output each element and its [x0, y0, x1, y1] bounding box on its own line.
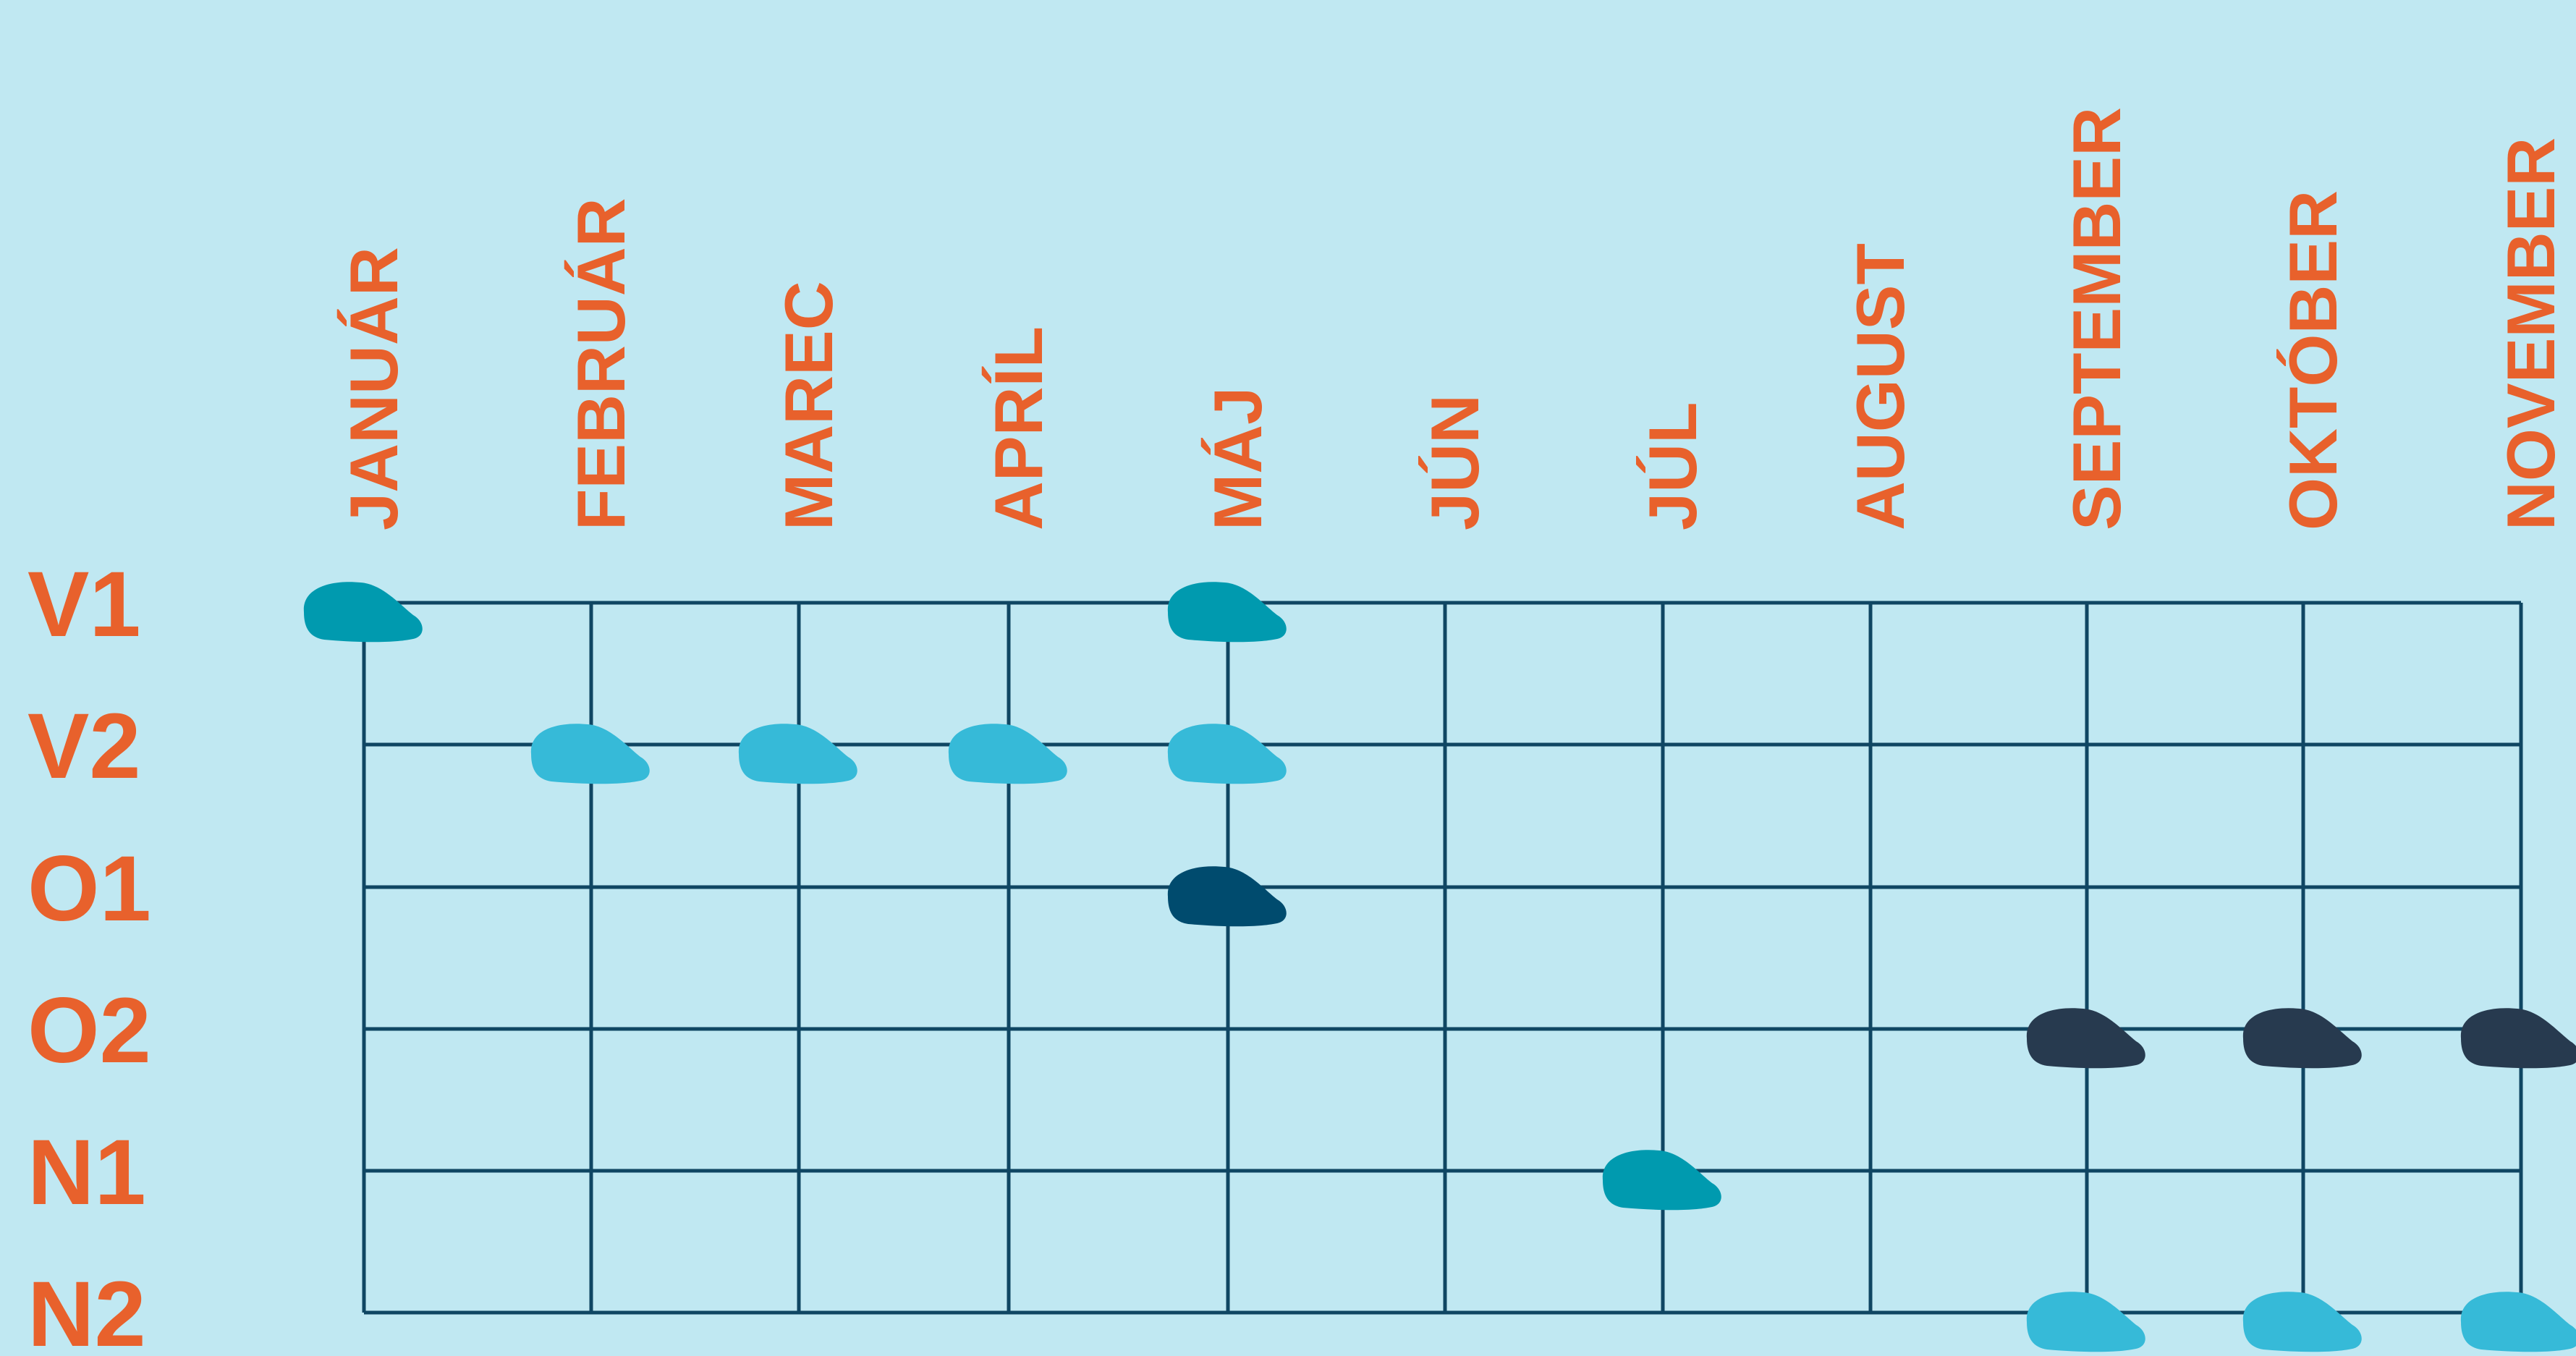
- row-label-n2: N2: [27, 1263, 146, 1356]
- marks: [303, 582, 2576, 1352]
- month-label: FEBRUÁR: [563, 198, 639, 530]
- month-label: NOVEMBER: [2493, 137, 2569, 530]
- mark-v2: [738, 724, 857, 784]
- month-label: OKTÓBER: [2275, 190, 2351, 530]
- mark-n2: [2026, 1292, 2145, 1352]
- month-label: APRÍL: [980, 326, 1056, 530]
- month-label: MÁJ: [1200, 387, 1276, 530]
- month-label: AUGUST: [1842, 243, 1918, 530]
- mark-o2: [2460, 1008, 2576, 1069]
- row-label-o2: O2: [27, 979, 151, 1082]
- mark-o2: [2242, 1008, 2362, 1069]
- mark-n1: [1602, 1150, 1721, 1211]
- month-label: JANUÁR: [336, 247, 412, 530]
- row-label-v2: V2: [27, 695, 141, 798]
- mark-v1: [1167, 582, 1287, 643]
- mark-v1: [303, 582, 423, 643]
- mark-o2: [2026, 1008, 2145, 1069]
- row-labels: V1 V2 O1 O2 N1 N2: [27, 553, 151, 1356]
- month-labels: JANUÁR FEBRUÁR MAREC APRÍL MÁJ JÚN JÚL AUGUST SE…: [336, 107, 2569, 530]
- grid: [362, 601, 2523, 1315]
- row-label-n1: N1: [27, 1121, 146, 1224]
- mark-o1: [1167, 866, 1287, 927]
- month-label: JÚL: [1635, 402, 1711, 530]
- row-label-o1: O1: [27, 837, 151, 941]
- mark-v2: [530, 724, 650, 784]
- month-label: MAREC: [771, 281, 847, 530]
- mark-v2: [1167, 724, 1287, 784]
- mark-n2: [2242, 1292, 2362, 1352]
- row-label-v1: V1: [27, 553, 141, 656]
- month-label: JÚN: [1417, 394, 1493, 530]
- mark-n2: [2460, 1292, 2576, 1352]
- mark-v2: [948, 724, 1067, 784]
- month-label: SEPTEMBER: [2059, 107, 2135, 530]
